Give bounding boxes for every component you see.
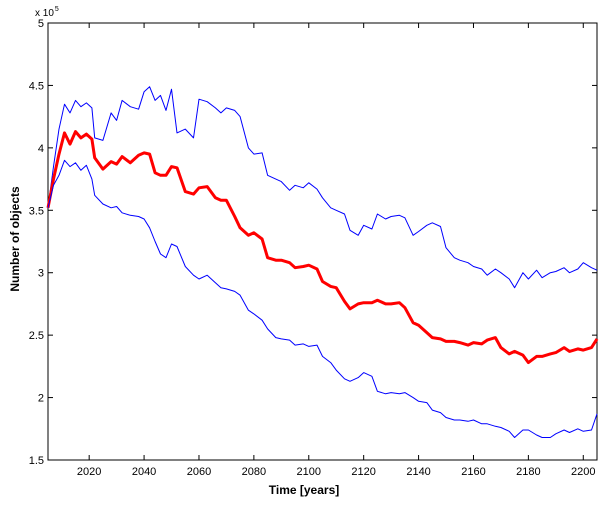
y-multiplier-exponent: 5 <box>55 6 59 13</box>
y-tick-label: 4.5 <box>29 80 44 92</box>
y-tick-label: 3.5 <box>29 205 44 217</box>
axis-tick-labels: 2020 2040 2060 2080 2100 2120 2140 2160 2180 2200… <box>29 18 596 478</box>
y-multiplier-base: x 10 <box>35 8 54 19</box>
axis-ticks <box>48 22 597 461</box>
x-tick-label: 2140 <box>406 466 430 478</box>
y-tick-label: 4 <box>38 143 44 155</box>
series-line-3 <box>47 159 598 438</box>
x-tick-label: 2180 <box>516 466 540 478</box>
x-axis-title: Time [years] <box>269 483 339 497</box>
x-tick-label: 2020 <box>77 466 101 478</box>
y-tick-label: 5 <box>38 18 44 30</box>
y-axis-title: Number of objects <box>8 186 22 292</box>
x-tick-label: 2160 <box>461 466 485 478</box>
x-tick-label: 2100 <box>297 466 321 478</box>
y-tick-label: 3 <box>38 268 44 280</box>
plot-frame <box>47 22 598 461</box>
y-tick-label: 2 <box>38 393 44 405</box>
series-line-1 <box>47 86 598 289</box>
y-multiplier-label: x 105 <box>35 6 59 19</box>
series-line-2 <box>46 130 599 365</box>
y-tick-label: 1.5 <box>29 455 44 467</box>
x-tick-label: 2060 <box>187 466 211 478</box>
y-tick-label: 2.5 <box>29 330 44 342</box>
x-tick-label: 2040 <box>132 466 156 478</box>
x-tick-label: 2120 <box>351 466 375 478</box>
x-tick-label: 2080 <box>242 466 266 478</box>
plot-area <box>46 22 599 461</box>
x-tick-label: 2200 <box>571 466 595 478</box>
